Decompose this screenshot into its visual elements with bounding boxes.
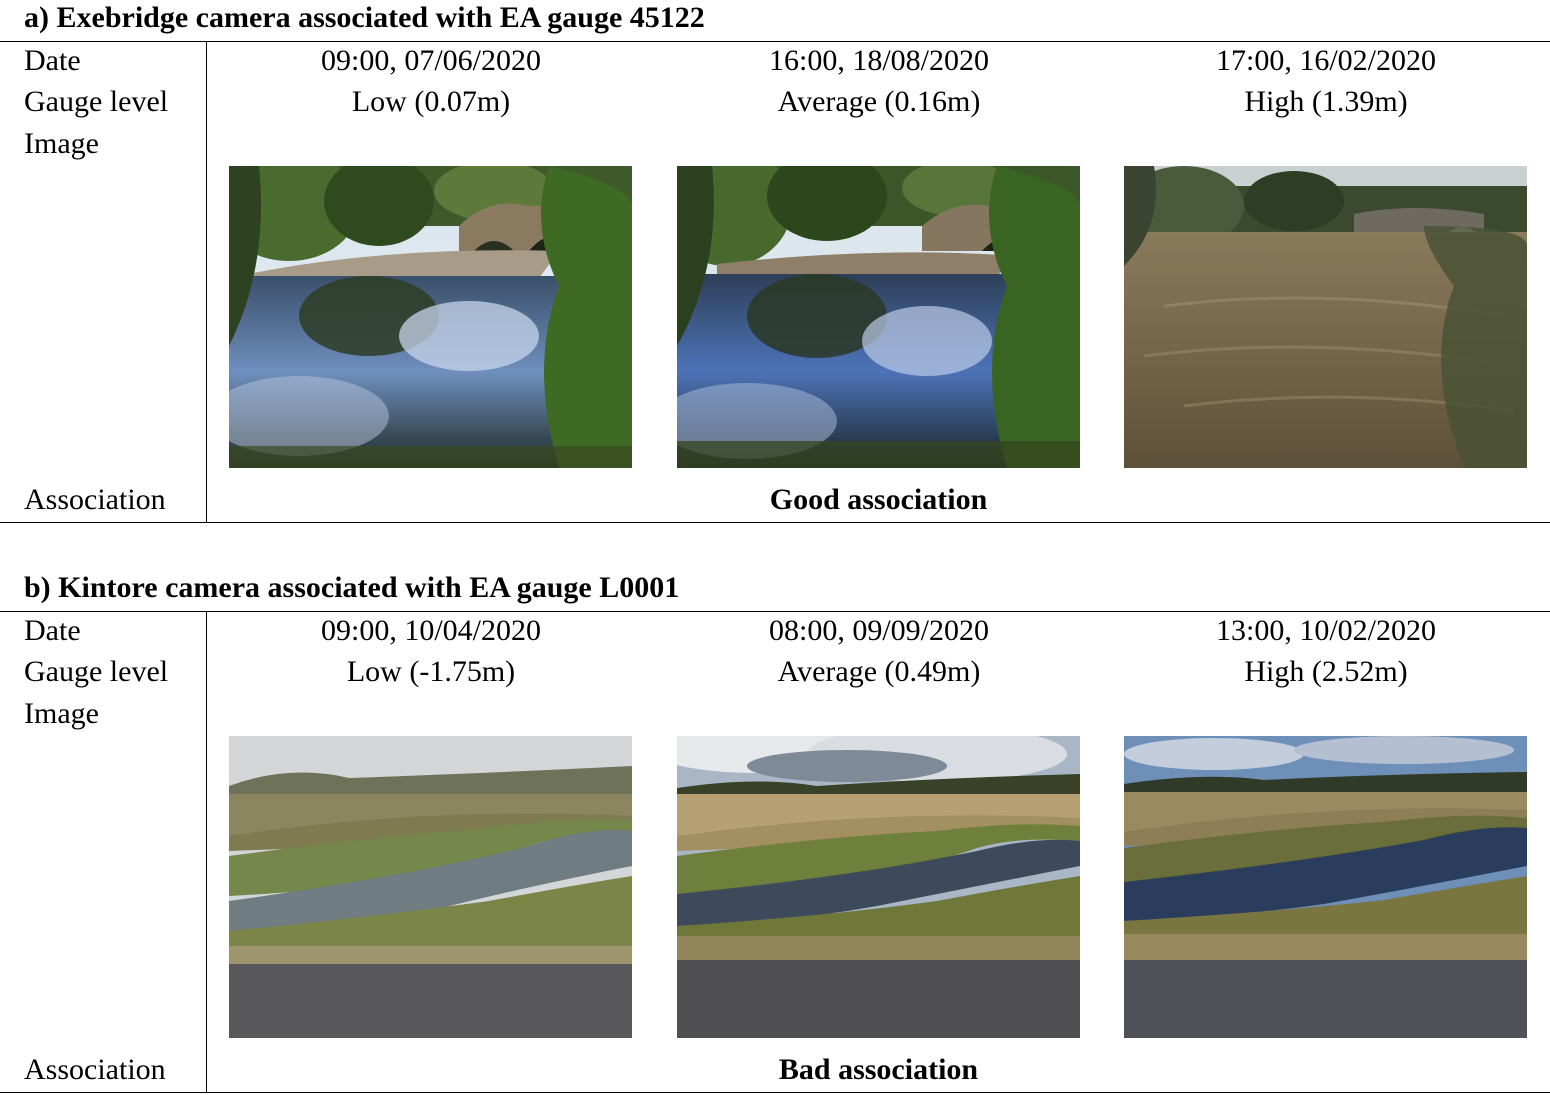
section-a-col1-date: 09:00, 07/06/2020 — [320, 44, 541, 77]
section-a-label-image: Image — [24, 127, 99, 160]
section-b-col2-date: 08:00, 09/09/2020 — [768, 614, 989, 647]
section-b-title: b) Kintore camera associated with EA gau… — [24, 571, 680, 604]
section-a-label-gauge-level: Gauge level — [24, 85, 169, 118]
section-b-col3-gauge-level: High (2.52m) — [1244, 655, 1408, 688]
section-b-col1-date: 09:00, 10/04/2020 — [320, 614, 541, 647]
section-b-label-date: Date — [24, 614, 81, 647]
section-b-bottom-rule — [0, 1092, 1550, 1093]
section-a-association-value: Good association — [769, 483, 988, 516]
section-b-association-value: Bad association — [778, 1053, 979, 1086]
kintore-photo-average — [677, 736, 1080, 1038]
section-a-label-association: Association — [24, 483, 166, 516]
kintore-photo-high — [1124, 736, 1527, 1038]
section-a-col3-gauge-level: High (1.39m) — [1244, 85, 1408, 118]
section-b-col1-gauge-level: Low (-1.75m) — [346, 655, 516, 688]
section-a-col2-date: 16:00, 18/08/2020 — [768, 44, 989, 77]
section-a-col1-gauge-level: Low (0.07m) — [351, 85, 511, 118]
section-a-label-date: Date — [24, 44, 81, 77]
section-a-title: a) Exebridge camera associated with EA g… — [24, 1, 705, 34]
kintore-photo-low — [229, 736, 632, 1038]
section-b-top-rule — [0, 611, 1550, 612]
section-a-top-rule — [0, 41, 1550, 42]
section-b-label-gauge-level: Gauge level — [24, 655, 169, 688]
section-b-label-image: Image — [24, 697, 99, 730]
section-b-col3-date: 13:00, 10/02/2020 — [1215, 614, 1436, 647]
section-a-col2-gauge-level: Average (0.16m) — [777, 85, 981, 118]
section-a-column-divider — [206, 42, 207, 522]
exebridge-photo-high — [1124, 166, 1527, 468]
exebridge-photo-low — [229, 166, 632, 468]
section-a-bottom-rule — [0, 522, 1550, 523]
section-b-label-association: Association — [24, 1053, 166, 1086]
section-a-col3-date: 17:00, 16/02/2020 — [1215, 44, 1436, 77]
section-b-col2-gauge-level: Average (0.49m) — [777, 655, 981, 688]
exebridge-photo-average — [677, 166, 1080, 468]
section-b-column-divider — [206, 612, 207, 1092]
